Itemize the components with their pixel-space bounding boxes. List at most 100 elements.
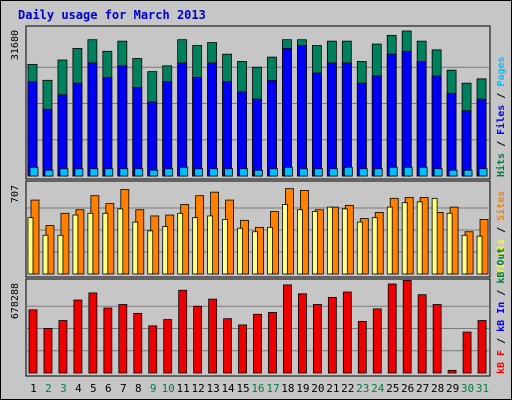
day-label-18: 18: [281, 382, 294, 395]
bar-visits-day-24: [371, 217, 378, 275]
bar-files-day-22: [341, 62, 352, 177]
bar-pages-day-5: [89, 168, 99, 177]
bar-files-day-8: [132, 87, 143, 177]
bar-visits-day-8: [132, 221, 139, 275]
day-label-21: 21: [326, 382, 339, 395]
bar-pages-day-30: [463, 169, 473, 177]
bar-pages-day-3: [59, 168, 69, 177]
bar-files-day-16: [252, 98, 262, 177]
bar-kbf-day-17: [268, 312, 277, 374]
bar-files-day-25: [386, 53, 397, 177]
legend-text: /: [496, 87, 507, 105]
bar-kbf-day-28: [432, 304, 442, 374]
bar-pages-day-11: [179, 166, 189, 177]
panel-3-max-label: 678288: [10, 283, 21, 319]
bar-files-day-11: [177, 62, 188, 177]
legend-text: /: [496, 135, 507, 153]
bar-visits-day-11: [177, 212, 184, 275]
day-label-24: 24: [371, 382, 385, 395]
bar-pages-day-31: [478, 168, 488, 177]
bar-files-day-20: [311, 72, 322, 177]
day-label-16: 16: [251, 382, 264, 395]
bar-pages-day-20: [313, 168, 323, 177]
bar-visits-day-22: [341, 208, 348, 275]
day-label-4: 4: [75, 382, 82, 395]
legend-text: /: [496, 284, 507, 302]
bar-kbf-day-21: [327, 296, 337, 374]
day-label-6: 6: [105, 382, 112, 395]
bar-pages-day-9: [149, 169, 159, 177]
bar-visits-day-23: [356, 221, 363, 275]
bar-kbf-day-16: [253, 313, 262, 374]
bar-files-day-19: [297, 45, 307, 177]
day-label-23: 23: [356, 382, 369, 395]
legend-text: kB F: [496, 350, 507, 374]
bar-pages-day-6: [104, 168, 114, 177]
day-label-2: 2: [45, 382, 52, 395]
legend-text: /: [496, 332, 507, 350]
bar-kbf-day-2: [43, 328, 53, 374]
legend-text: kB In: [496, 302, 507, 332]
day-label-25: 25: [386, 382, 399, 395]
day-label-26: 26: [401, 382, 414, 395]
bar-pages-day-1: [29, 166, 39, 177]
panel-2-legend: Visits / Sites: [495, 191, 507, 275]
bar-pages-day-23: [358, 168, 368, 177]
bar-pages-day-2: [44, 169, 54, 177]
legend-text: Hits: [495, 153, 507, 177]
panel-1-legend: Hits / Files / Pages: [495, 57, 507, 177]
bar-kbf-day-9: [148, 325, 158, 374]
bar-visits-day-18: [282, 204, 288, 275]
legend-text: Visits: [495, 239, 507, 275]
day-label-14: 14: [221, 382, 235, 395]
bar-files-day-31: [476, 98, 487, 177]
bar-pages-day-13: [209, 168, 219, 177]
bar-visits-day-1: [27, 217, 34, 275]
bar-files-day-27: [416, 61, 427, 177]
bar-pages-day-19: [299, 168, 308, 177]
bar-files-day-10: [162, 81, 173, 177]
day-label-7: 7: [120, 382, 127, 395]
bar-visits-day-17: [267, 226, 273, 275]
bar-kbf-day-11: [178, 289, 188, 374]
day-label-11: 11: [177, 382, 190, 395]
bar-pages-day-12: [194, 168, 204, 177]
day-label-27: 27: [416, 382, 429, 395]
bar-visits-day-20: [311, 211, 318, 275]
bar-files-day-1: [27, 81, 38, 177]
panel-2-max-label: 707: [10, 185, 21, 203]
bar-visits-day-26: [401, 202, 408, 275]
bar-kbf-day-24: [372, 308, 382, 374]
day-label-19: 19: [296, 382, 309, 395]
bar-files-day-2: [42, 108, 53, 177]
bar-visits-day-13: [207, 215, 214, 275]
day-label-8: 8: [135, 382, 142, 395]
bar-kbf-day-23: [357, 320, 367, 374]
legend-text: /: [496, 221, 507, 239]
bar-pages-day-29: [448, 169, 458, 177]
day-label-17: 17: [266, 382, 279, 395]
bar-kbf-day-27: [417, 294, 427, 374]
panel-3-legend: kB F / kB In / kB Out: [496, 248, 507, 374]
day-label-12: 12: [192, 382, 205, 395]
bar-visits-day-15: [237, 227, 243, 275]
bar-kbf-day-7: [118, 304, 128, 374]
bar-files-day-18: [282, 48, 292, 177]
bar-visits-day-3: [57, 234, 64, 275]
bar-files-day-17: [267, 79, 277, 177]
bar-kbf-day-18: [283, 284, 292, 374]
bar-files-day-13: [207, 62, 218, 177]
bar-kbf-day-8: [133, 312, 143, 374]
bar-pages-day-27: [418, 166, 428, 177]
bar-files-day-14: [222, 81, 232, 177]
bar-pages-day-14: [224, 168, 233, 177]
bar-kbf-day-4: [73, 299, 83, 374]
bar-visits-day-4: [72, 214, 79, 275]
day-label-15: 15: [236, 382, 249, 395]
bar-visits-day-25: [386, 206, 393, 275]
bar-pages-day-7: [119, 168, 129, 177]
bar-kbf-day-6: [103, 307, 113, 374]
bar-kbf-day-25: [387, 283, 397, 374]
day-label-30: 30: [461, 382, 474, 395]
